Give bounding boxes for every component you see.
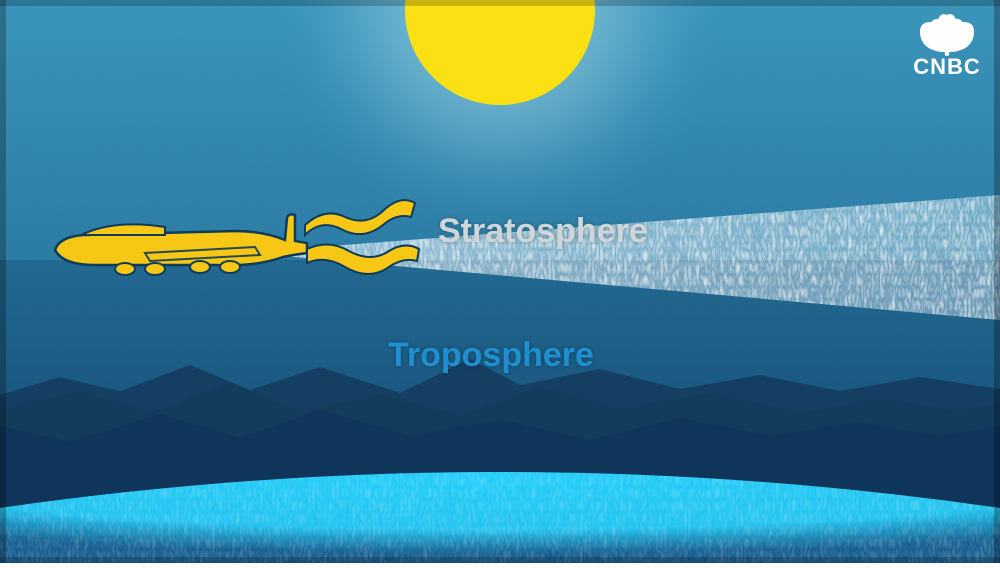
troposphere-label: Troposphere	[388, 336, 594, 375]
atmosphere-diagram: Stratosphere Troposphere CNBC	[0, 0, 1000, 563]
stratosphere-label: Stratosphere	[438, 212, 648, 251]
cnbc-logo: CNBC	[912, 12, 982, 80]
scene-svg	[0, 0, 1000, 563]
logo-text: CNBC	[912, 54, 982, 80]
peacock-icon	[912, 12, 982, 56]
